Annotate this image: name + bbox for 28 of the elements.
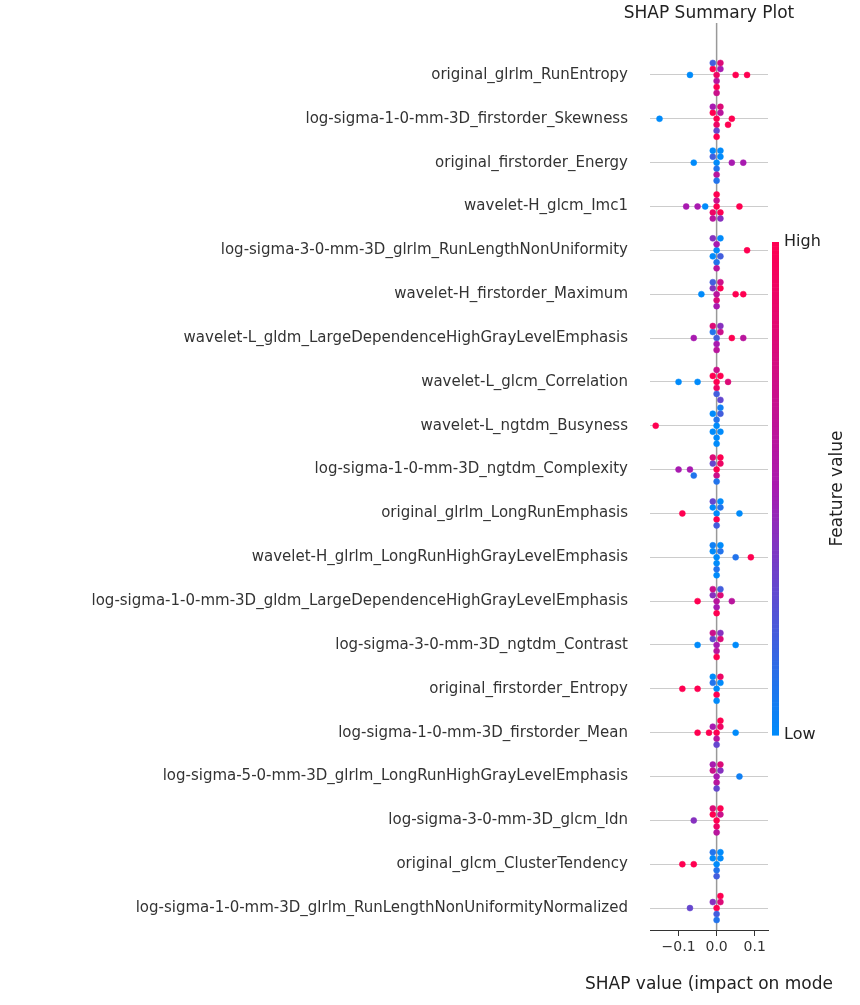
y-tick-label: wavelet-L_ngtdm_Busyness [420, 415, 629, 435]
y-tick-label: original_glrlm_LongRunEmphasis [381, 503, 629, 523]
color-bar-label: Low [784, 724, 816, 744]
y-tick-label: log-sigma-3-0-mm-3D_glrlm_RunLengthNonUniformity [220, 240, 629, 260]
x-tick-label: −0.1 [661, 938, 696, 955]
chart-title: SHAP Summary Plot [623, 2, 795, 23]
y-tick-label: log-sigma-3-0-mm-3D_ngtdm_Contrast [335, 634, 629, 654]
y-tick-label: log-sigma-5-0-mm-3D_glrlm_LongRunHighGrayLevelEmphasis [162, 766, 629, 786]
x-axis-title: SHAP value (impact on mode [584, 973, 834, 994]
x-tick-label: 0.1 [743, 938, 766, 955]
y-tick-label: wavelet-L_glcm_Correlation [421, 371, 628, 391]
y-tick-label: wavelet-H_glcm_Imc1 [464, 196, 628, 216]
y-tick-label: log-sigma-3-0-mm-3D_glcm_Idn [388, 810, 628, 830]
y-tick-label: wavelet-L_gldm_LargeDependenceHighGrayLevelEmphasis [183, 327, 629, 347]
y-tick-label: wavelet-H_glrlm_LongRunHighGrayLevelEmphasis [251, 547, 629, 567]
y-tick-label: log-sigma-1-0-mm-3D_firstorder_Skewness [305, 108, 629, 128]
y-tick-label: log-sigma-1-0-mm-3D_gldm_LargeDependenceHighGrayLevelEmphasis [91, 591, 629, 611]
y-tick-label: wavelet-H_firstorder_Maximum [394, 284, 628, 304]
x-tick-label: 0.0 [705, 938, 728, 955]
y-tick-label: original_glrlm_RunEntropy [431, 64, 629, 84]
color-bar-title: Feature value [826, 430, 847, 547]
y-tick-label: original_firstorder_Entropy [429, 678, 629, 698]
y-tick-label: original_firstorder_Energy [435, 152, 629, 172]
color-bar-label: High [784, 231, 821, 251]
y-tick-label: original_glcm_ClusterTendency [396, 854, 629, 874]
y-tick-label: log-sigma-1-0-mm-3D_firstorder_Mean [338, 722, 628, 742]
y-tick-label: log-sigma-1-0-mm-3D_ngtdm_Complexity [314, 459, 629, 479]
y-tick-label: log-sigma-1-0-mm-3D_glrlm_RunLengthNonUniformityNormalized [135, 897, 628, 917]
